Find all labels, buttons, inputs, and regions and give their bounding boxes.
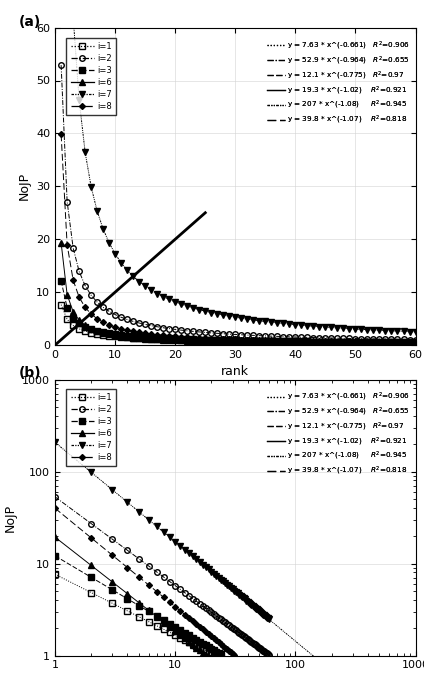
Y-axis label: NoJP: NoJP <box>17 172 31 200</box>
Text: (a): (a) <box>19 15 41 29</box>
Text: (b): (b) <box>19 366 42 380</box>
Legend: y = 7.63 * x^(-0.661)   $R^2$=0.906, y = 52.9 * x^(-0.964)   $R^2$=0.655, y = 12: y = 7.63 * x^(-0.661) $R^2$=0.906, y = 5… <box>265 388 412 480</box>
Y-axis label: NoJP: NoJP <box>4 504 17 531</box>
X-axis label: rank: rank <box>221 366 249 378</box>
Legend: y = 7.63 * x^(-0.661)   $R^2$=0.906, y = 52.9 * x^(-0.964)   $R^2$=0.655, y = 12: y = 7.63 * x^(-0.661) $R^2$=0.906, y = 5… <box>265 37 412 128</box>
